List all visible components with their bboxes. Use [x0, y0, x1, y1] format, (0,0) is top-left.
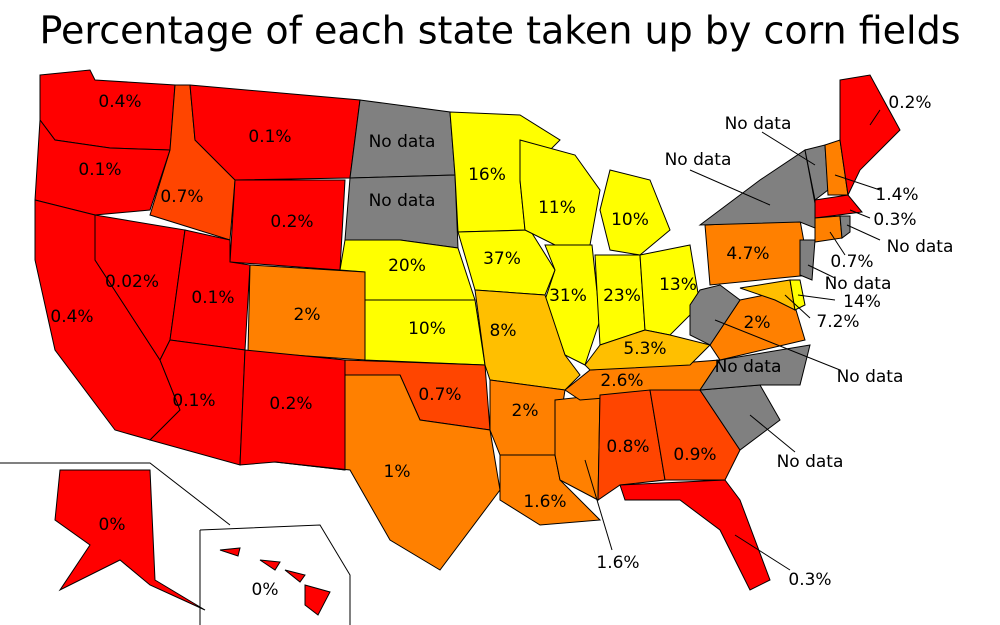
state-label: 0.3% [873, 210, 916, 230]
state-label: 2% [512, 401, 539, 421]
state-label: 0.4% [98, 92, 141, 112]
state-label: 0.9% [673, 445, 716, 465]
state-label: No data [369, 132, 436, 152]
state-label: 0.7% [160, 187, 203, 207]
state-label: 10% [408, 319, 446, 339]
state-label: 0.2% [270, 212, 313, 232]
state-label: 4.7% [726, 244, 769, 264]
state-label: 0.4% [50, 307, 93, 327]
state-label: 1.6% [523, 492, 566, 512]
state-label: 23% [603, 286, 641, 306]
state-label: No data [837, 367, 904, 387]
state-label: 16% [468, 165, 506, 185]
insets [0, 462, 351, 625]
state-label: 10% [611, 210, 649, 230]
state-label: 0.7% [830, 252, 873, 272]
state-label: 0.7% [418, 385, 461, 405]
state-label: 0.8% [606, 437, 649, 457]
state-label: 7.2% [816, 312, 859, 332]
state-label: 5.3% [623, 339, 666, 359]
state-label: No data [665, 150, 732, 170]
state-label: 20% [388, 256, 426, 276]
state-label: 2% [744, 313, 771, 333]
state-label: No data [725, 114, 792, 134]
state-label: 0.3% [788, 570, 831, 590]
state-label: 0.1% [78, 160, 121, 180]
state-label: 0.2% [269, 394, 312, 414]
state-label: 0% [252, 580, 279, 600]
state-label: 1% [384, 462, 411, 482]
states [34, 69, 901, 616]
state-label: No data [715, 357, 782, 377]
state-label: 13% [659, 275, 697, 295]
state-label: No data [777, 452, 844, 472]
state-label: 11% [538, 198, 576, 218]
state-label: 0% [99, 515, 126, 535]
state-label: No data [887, 237, 954, 257]
state-label: 0.1% [191, 288, 234, 308]
state-label: 0.02% [105, 272, 159, 292]
callouts [584, 109, 881, 571]
state-label: 0.1% [248, 127, 291, 147]
title: Percentage of each state taken up by cor… [39, 9, 960, 53]
state-label: No data [369, 191, 436, 211]
state-label: 31% [549, 286, 587, 306]
state-label: 37% [483, 249, 521, 269]
state-label: 2% [294, 305, 321, 325]
state-label: 0.2% [888, 93, 931, 113]
state-label: 0.1% [172, 391, 215, 411]
state-label: 8% [490, 321, 517, 341]
state-label: 14% [843, 292, 881, 312]
state-label: 1.6% [596, 553, 639, 573]
state-label: 1.4% [875, 185, 918, 205]
state-label: No data [825, 274, 892, 294]
state-label: 2.6% [600, 371, 643, 391]
